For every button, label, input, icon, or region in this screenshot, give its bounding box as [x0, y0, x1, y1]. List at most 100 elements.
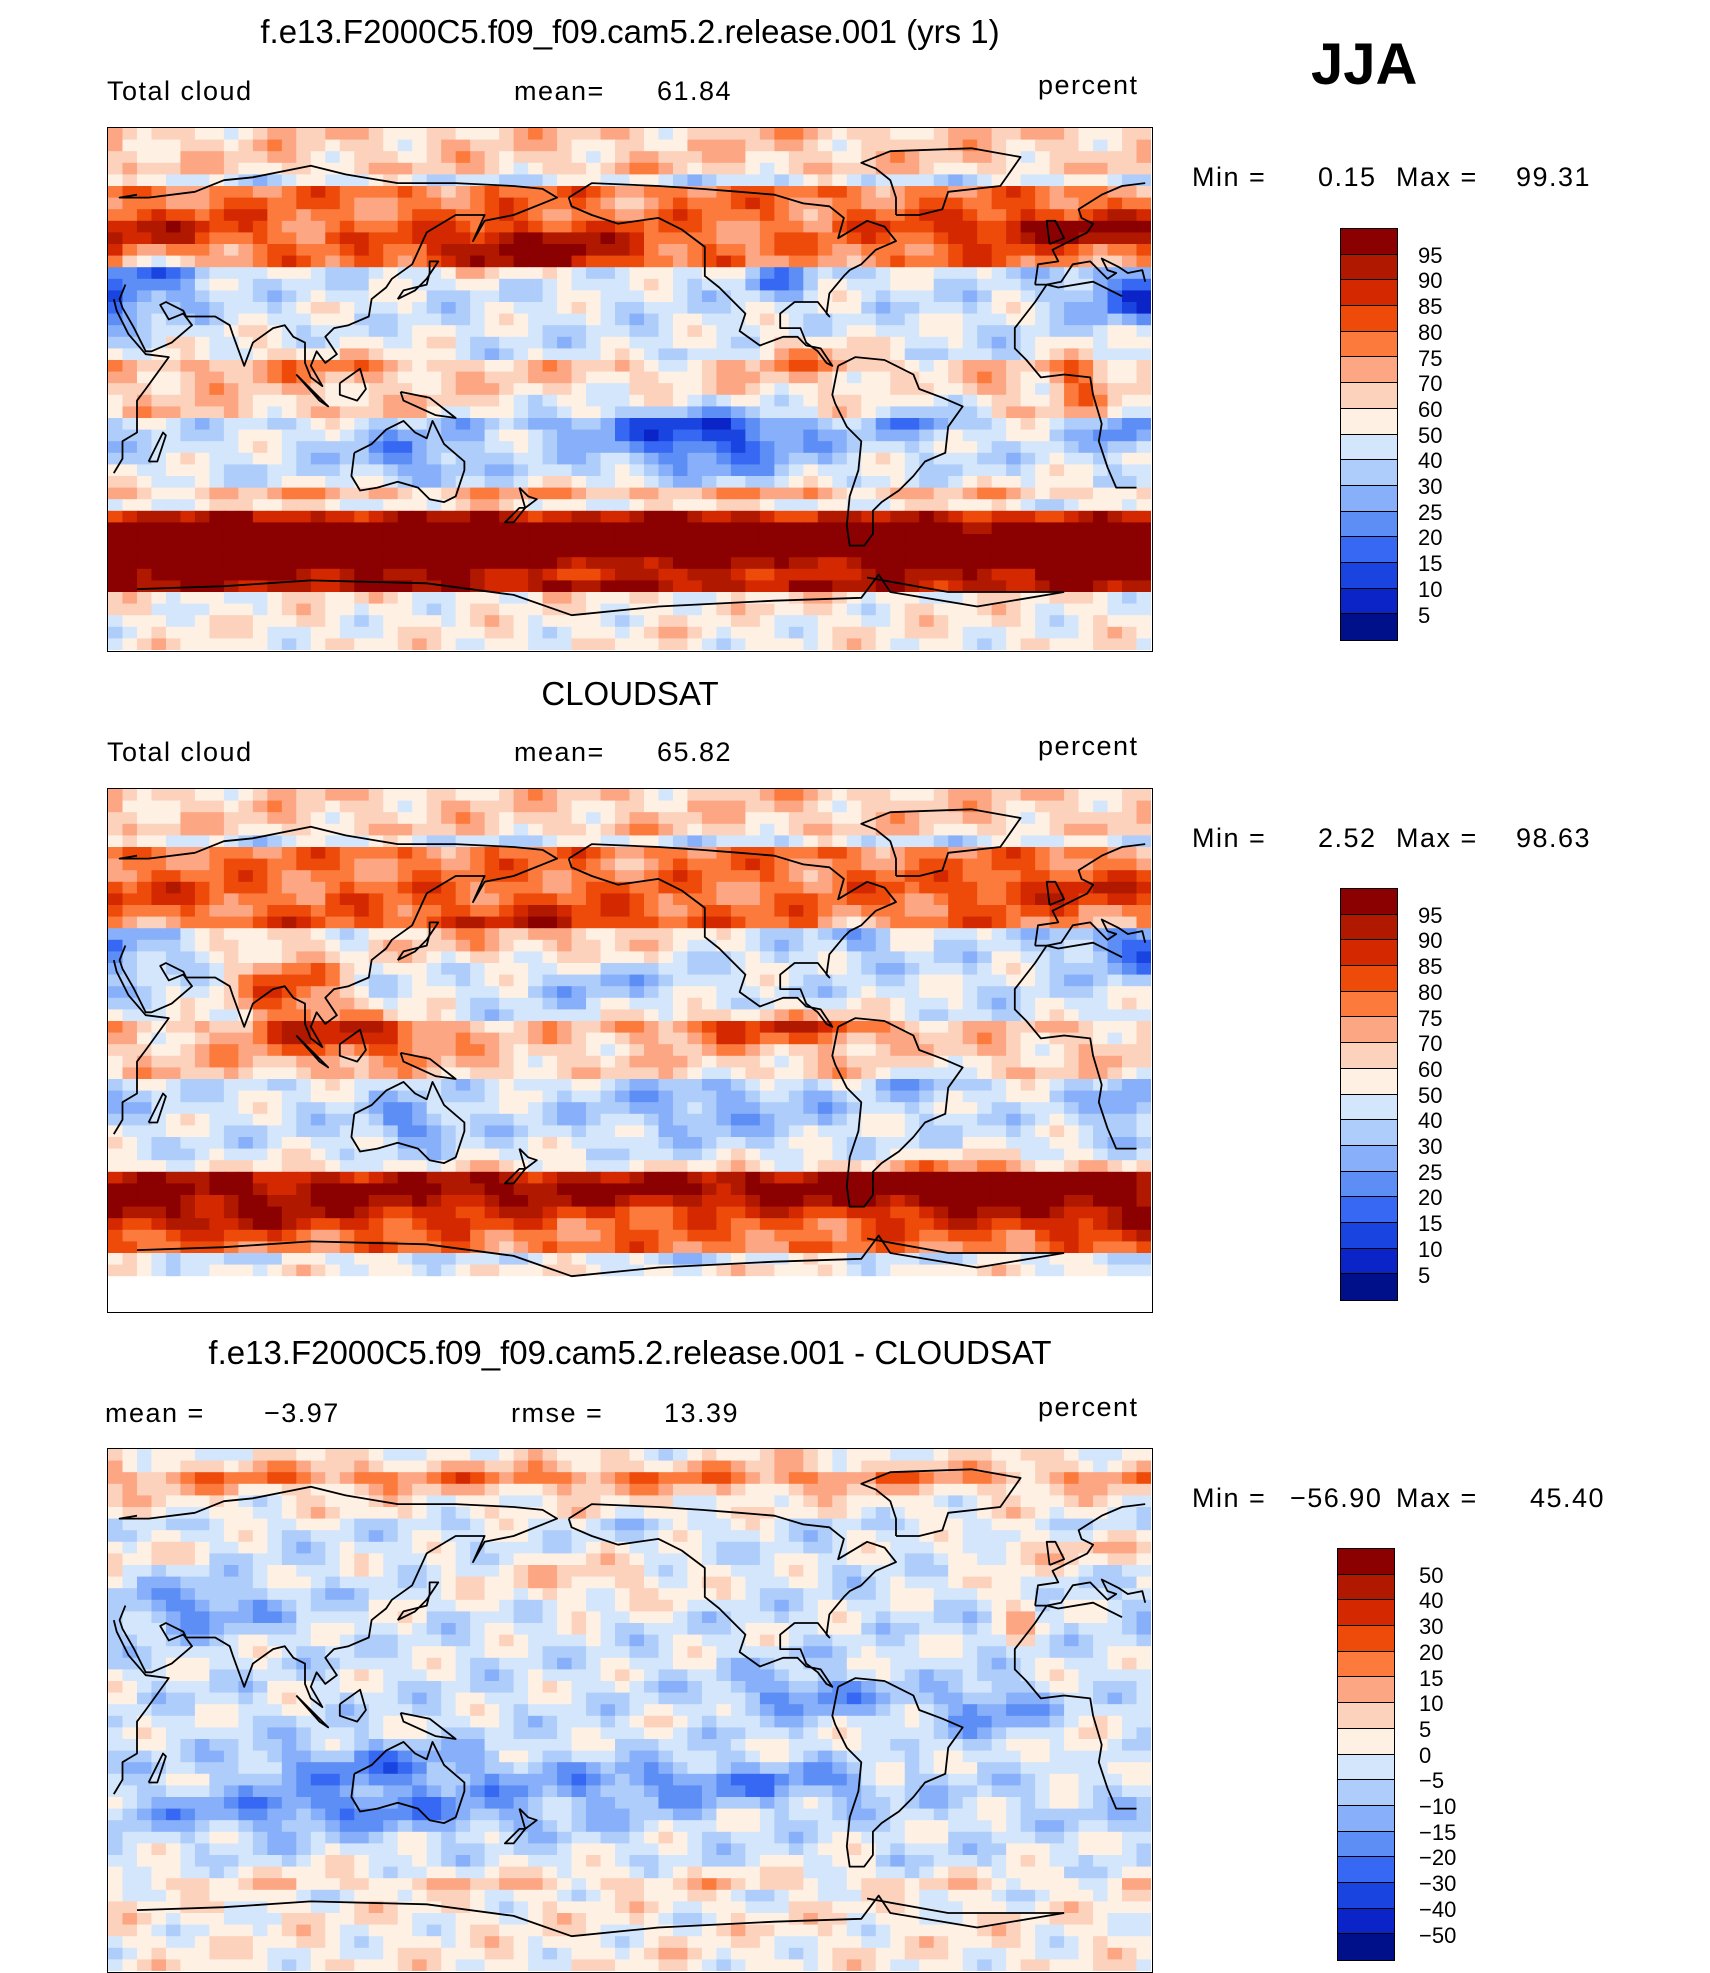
map-cell	[151, 870, 166, 882]
map-cell	[716, 337, 731, 349]
map-cell	[745, 870, 760, 882]
map-cell	[1137, 580, 1151, 592]
map-cell	[514, 406, 529, 418]
map-cell	[253, 847, 268, 859]
map-cell	[1108, 151, 1123, 163]
map-cell	[1137, 325, 1151, 337]
map-cell	[383, 963, 398, 975]
map-cell	[977, 1044, 992, 1056]
map-cell	[514, 1056, 529, 1068]
map-cell	[1050, 824, 1065, 836]
map-cell	[340, 406, 355, 418]
map-cell	[166, 151, 181, 163]
map-cell	[1050, 406, 1065, 418]
map-cell	[687, 557, 702, 569]
map-cell	[340, 546, 355, 558]
map-cell	[369, 1044, 384, 1056]
map-cell	[282, 1056, 297, 1068]
map-cell	[456, 986, 471, 998]
map-cell	[282, 998, 297, 1010]
map-cell	[601, 267, 616, 279]
map-cell	[456, 314, 471, 326]
map-cell	[977, 986, 992, 998]
map-cell	[948, 290, 963, 302]
map-cell	[1050, 360, 1065, 372]
map-cell	[456, 186, 471, 198]
map-cell	[470, 859, 485, 871]
map-cell	[267, 383, 282, 395]
map-cell	[282, 418, 297, 430]
map-cell	[673, 232, 688, 244]
map-cell	[673, 163, 688, 175]
map-cell	[137, 128, 152, 140]
map-cell	[977, 580, 992, 592]
map-cell	[905, 882, 920, 894]
map-cell	[861, 522, 876, 534]
map-cell	[514, 174, 529, 186]
map-cell	[644, 325, 659, 337]
map-cell	[1021, 209, 1036, 221]
map-cell	[195, 835, 210, 847]
map-cell	[282, 569, 297, 581]
map-cell	[209, 917, 224, 929]
map-cell	[369, 128, 384, 140]
map-cell	[992, 789, 1007, 801]
map-cell	[137, 256, 152, 268]
map-cell	[195, 859, 210, 871]
map-cell	[1006, 580, 1021, 592]
map-cell	[166, 128, 181, 140]
map-cell	[253, 267, 268, 279]
map-cell	[1108, 893, 1123, 905]
map-cell	[789, 174, 804, 186]
map-cell	[1093, 546, 1108, 558]
map-cell	[485, 1033, 500, 1045]
map-cell	[919, 615, 934, 627]
map-cell	[687, 221, 702, 233]
map-cell	[383, 302, 398, 314]
map-cell	[1137, 546, 1151, 558]
map-cell	[514, 1033, 529, 1045]
map-cell	[1021, 290, 1036, 302]
map-cell	[977, 998, 992, 1010]
colorbar-swatch	[1341, 409, 1397, 435]
map-cell	[1093, 1021, 1108, 1033]
map-cell	[1035, 418, 1050, 430]
map-cell	[615, 267, 630, 279]
map-cell	[716, 302, 731, 314]
map-cell	[369, 140, 384, 152]
map-cell	[673, 1009, 688, 1021]
map-cell	[485, 418, 500, 430]
map-cell	[122, 905, 137, 917]
map-cell	[890, 464, 905, 476]
map-cell	[369, 511, 384, 523]
map-cell	[731, 430, 746, 442]
map-cell	[818, 221, 833, 233]
map-cell	[905, 893, 920, 905]
map-cell	[209, 325, 224, 337]
map-cell	[572, 360, 587, 372]
map-cell	[325, 383, 340, 395]
map-cell	[282, 557, 297, 569]
map-cell	[572, 151, 587, 163]
map-cell	[311, 151, 326, 163]
map-cell	[818, 534, 833, 546]
map-cell	[630, 488, 645, 500]
map-cell	[151, 383, 166, 395]
map-cell	[731, 476, 746, 488]
map-cell	[137, 244, 152, 256]
map-cell	[311, 209, 326, 221]
map-cell	[630, 163, 645, 175]
map-cell	[151, 569, 166, 581]
map-cell	[151, 198, 166, 210]
map-cell	[180, 905, 195, 917]
map-cell	[1079, 314, 1094, 326]
map-cell	[267, 279, 282, 291]
map-cell	[745, 627, 760, 639]
map-cell	[499, 1044, 514, 1056]
map-cell	[557, 290, 572, 302]
map-cell	[427, 174, 442, 186]
map-cell	[977, 951, 992, 963]
map-cell	[209, 870, 224, 882]
map-cell	[601, 163, 616, 175]
map-cell	[528, 951, 543, 963]
